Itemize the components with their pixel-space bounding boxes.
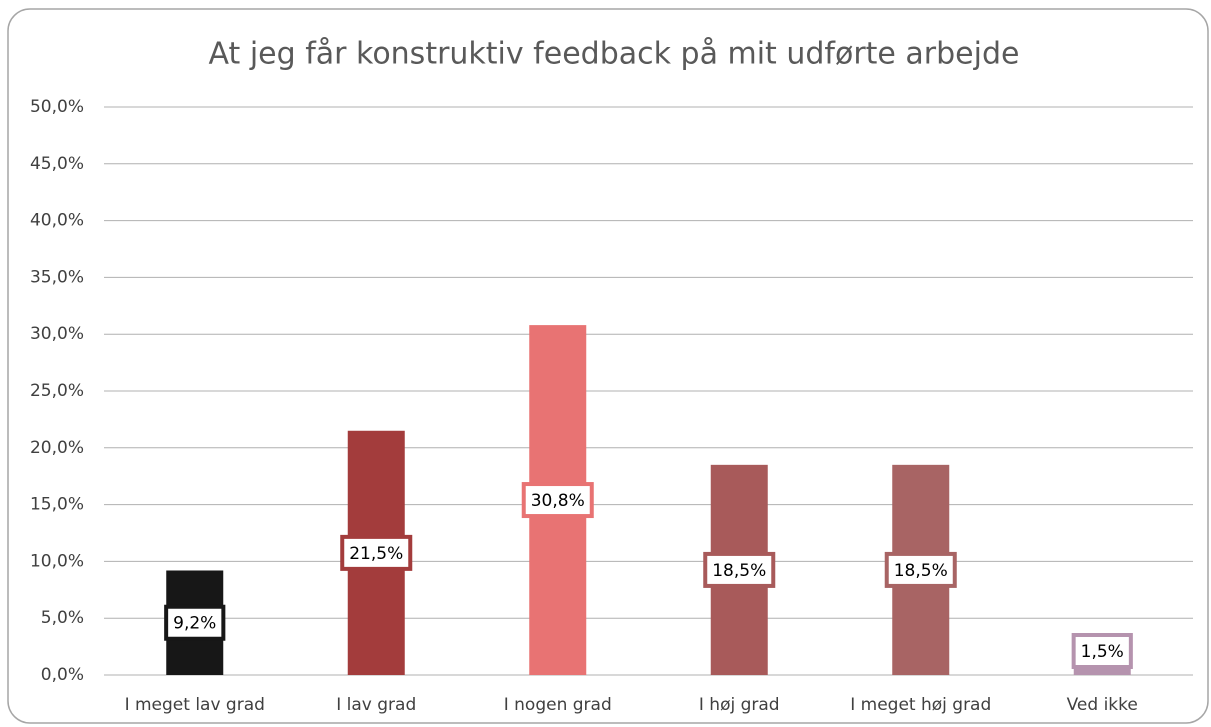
value-label-box xyxy=(521,482,594,519)
value-label-text: 21,5% xyxy=(349,544,403,564)
x-tick-label: I meget lav grad xyxy=(125,695,265,715)
value-label-box xyxy=(1071,633,1133,669)
value-label-box xyxy=(884,551,957,588)
y-tick-label: 20,0% xyxy=(30,438,84,458)
y-tick-label: 25,0% xyxy=(30,381,84,401)
x-tick-label: I lav grad xyxy=(336,695,416,715)
x-tick-label: I høj grad xyxy=(699,695,780,715)
y-tick-label: 35,0% xyxy=(30,267,84,287)
y-tick-label: 10,0% xyxy=(30,551,84,571)
value-label-text: 30,8% xyxy=(531,491,585,511)
value-label-text: 18,5% xyxy=(894,561,948,581)
x-tick-label: I nogen grad xyxy=(504,695,612,715)
y-tick-label: 5,0% xyxy=(41,608,84,628)
y-tick-label: 0,0% xyxy=(41,665,84,685)
x-tick-label: Ved ikke xyxy=(1067,695,1138,715)
value-label-box xyxy=(164,604,226,641)
value-label-text: 9,2% xyxy=(173,614,216,634)
y-tick-label: 50,0% xyxy=(30,97,84,117)
y-tick-label: 40,0% xyxy=(30,211,84,231)
x-tick-label: I meget høj grad xyxy=(850,695,991,715)
value-label-box xyxy=(703,551,776,588)
value-label-text: 1,5% xyxy=(1081,642,1124,662)
chart-title: At jeg får konstruktiv feedback på mit u… xyxy=(209,37,1020,72)
y-tick-label: 30,0% xyxy=(30,324,84,344)
y-tick-label: 45,0% xyxy=(30,154,84,174)
value-label-text: 18,5% xyxy=(712,561,766,581)
y-tick-label: 15,0% xyxy=(30,495,84,515)
value-label-box xyxy=(340,534,413,571)
